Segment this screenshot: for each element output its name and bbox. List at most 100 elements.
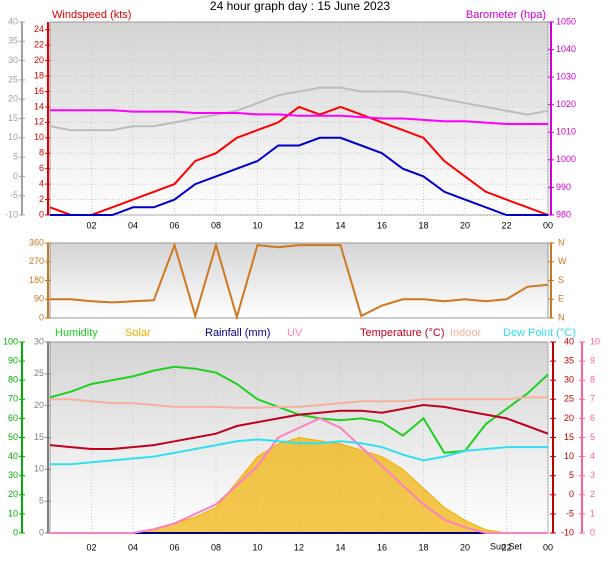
series-line [50, 438, 548, 466]
y-tick-label: 2 [39, 194, 44, 204]
x-tick-label: 14 [335, 542, 345, 552]
x-tick-label: 10 [252, 542, 262, 552]
y-tick-label: 1030 [556, 72, 576, 82]
y-tick-label: 20 [8, 94, 18, 104]
legend-entry: Indoor [450, 327, 482, 339]
y-tick-label: 5 [590, 432, 595, 442]
x-tick-label: 00 [543, 220, 553, 230]
x-tick-label: 12 [294, 542, 304, 552]
y-tick-label: 10 [590, 336, 600, 346]
y-tick-label: 4 [590, 451, 595, 461]
y-tick-label: 1000 [556, 154, 576, 164]
y-tick-label: N [558, 237, 565, 247]
y-tick-label: 10 [8, 132, 18, 142]
series-line [50, 109, 548, 125]
x-tick-label: 06 [169, 542, 179, 552]
y-tick-label: 15 [8, 113, 18, 123]
plot-background [49, 242, 549, 319]
y-tick-label: 30 [564, 375, 574, 385]
y-tick-label: 30 [8, 55, 18, 65]
y-tick-label: -5 [10, 190, 18, 200]
x-tick-label: 14 [335, 220, 345, 230]
y-tick-label: 4 [39, 178, 44, 188]
y-tick-label: 90 [34, 294, 44, 304]
y-tick-label: 40 [564, 336, 574, 346]
y-tick-label: 1 [590, 508, 595, 518]
y-tick-label: 8 [590, 375, 595, 385]
legend-entry: Temperature (°C) [360, 327, 444, 339]
x-tick-label: 04 [128, 542, 138, 552]
y-tick-label: 10 [8, 508, 18, 518]
y-tick-label: 1020 [556, 99, 576, 109]
y-tick-label: 180 [29, 275, 44, 285]
y-tick-label: 25 [564, 394, 574, 404]
annotation: Sun Set [490, 541, 523, 551]
y-tick-label: 35 [8, 36, 18, 46]
x-tick-label: 02 [86, 220, 96, 230]
y-tick-label: 270 [29, 256, 44, 266]
series-line [50, 417, 548, 534]
y-tick-label: 20 [34, 55, 44, 65]
y-tick-label: 90 [8, 355, 18, 365]
x-tick-label: 16 [377, 542, 387, 552]
y-tick-label: 1010 [556, 127, 576, 137]
x-tick-label: 16 [377, 220, 387, 230]
chart-title: 24 hour graph day : 15 June 2023 [210, 0, 390, 13]
series-line [49, 105, 549, 216]
y-tick-label: 70 [8, 394, 18, 404]
y-tick-label: 0 [39, 527, 44, 537]
x-tick-label: 18 [418, 220, 428, 230]
y-tick-label: 5 [39, 496, 44, 506]
y-tick-label: 18 [34, 70, 44, 80]
y-tick-label: 5 [13, 151, 18, 161]
y-tick-label: 990 [556, 182, 571, 192]
y-tick-label: 8 [39, 148, 44, 158]
x-tick-label: 12 [294, 220, 304, 230]
x-tick-label: 04 [128, 220, 138, 230]
y-tick-label: 20 [34, 400, 44, 410]
x-tick-label: 20 [460, 542, 470, 552]
y-tick-label: 2 [590, 489, 595, 499]
y-tick-label: 80 [8, 375, 18, 385]
y-tick-label: W [558, 256, 567, 266]
y-tick-label: 60 [8, 413, 18, 423]
legend-entry: Humidity [55, 327, 98, 339]
y-tick-label: S [558, 275, 564, 285]
y-tick-label: 50 [8, 432, 18, 442]
y-tick-label: -10 [5, 209, 18, 219]
y-tick-label: 0 [569, 489, 574, 499]
y-tick-label: 100 [3, 336, 18, 346]
y-tick-label: 15 [564, 432, 574, 442]
y-tick-label: 40 [8, 16, 18, 26]
y-tick-label: 3 [590, 470, 595, 480]
series-line [49, 86, 549, 132]
legend-entry: Dew Point (°C) [503, 327, 576, 339]
y-tick-label: 5 [569, 470, 574, 480]
x-tick-label: 08 [211, 220, 221, 230]
y-tick-label: 22 [34, 40, 44, 50]
y-tick-label: 25 [8, 74, 18, 84]
y-tick-label: 16 [34, 86, 44, 96]
y-tick-label: 1040 [556, 44, 576, 54]
legend-entry: UV [287, 327, 303, 339]
x-tick-label: 08 [211, 542, 221, 552]
x-tick-label: 18 [418, 542, 428, 552]
x-tick-label: 22 [501, 542, 511, 552]
y-tick-label: 35 [564, 355, 574, 365]
x-tick-label: 22 [501, 220, 511, 230]
y-tick-label: 30 [8, 470, 18, 480]
y-tick-label: 10 [564, 451, 574, 461]
y-tick-label: 0 [590, 527, 595, 537]
y-tick-label: 20 [564, 413, 574, 423]
y-tick-label: 12 [34, 117, 44, 127]
x-tick-label: 20 [460, 220, 470, 230]
series-line [50, 241, 549, 321]
series-line [49, 403, 549, 450]
x-tick-label: 10 [252, 220, 262, 230]
y-tick-label: 0 [39, 312, 44, 322]
y-tick-label: 980 [556, 209, 571, 219]
y-tick-label: -10 [561, 527, 574, 537]
y-tick-label: 9 [590, 355, 595, 365]
y-tick-label: 0 [13, 527, 18, 537]
